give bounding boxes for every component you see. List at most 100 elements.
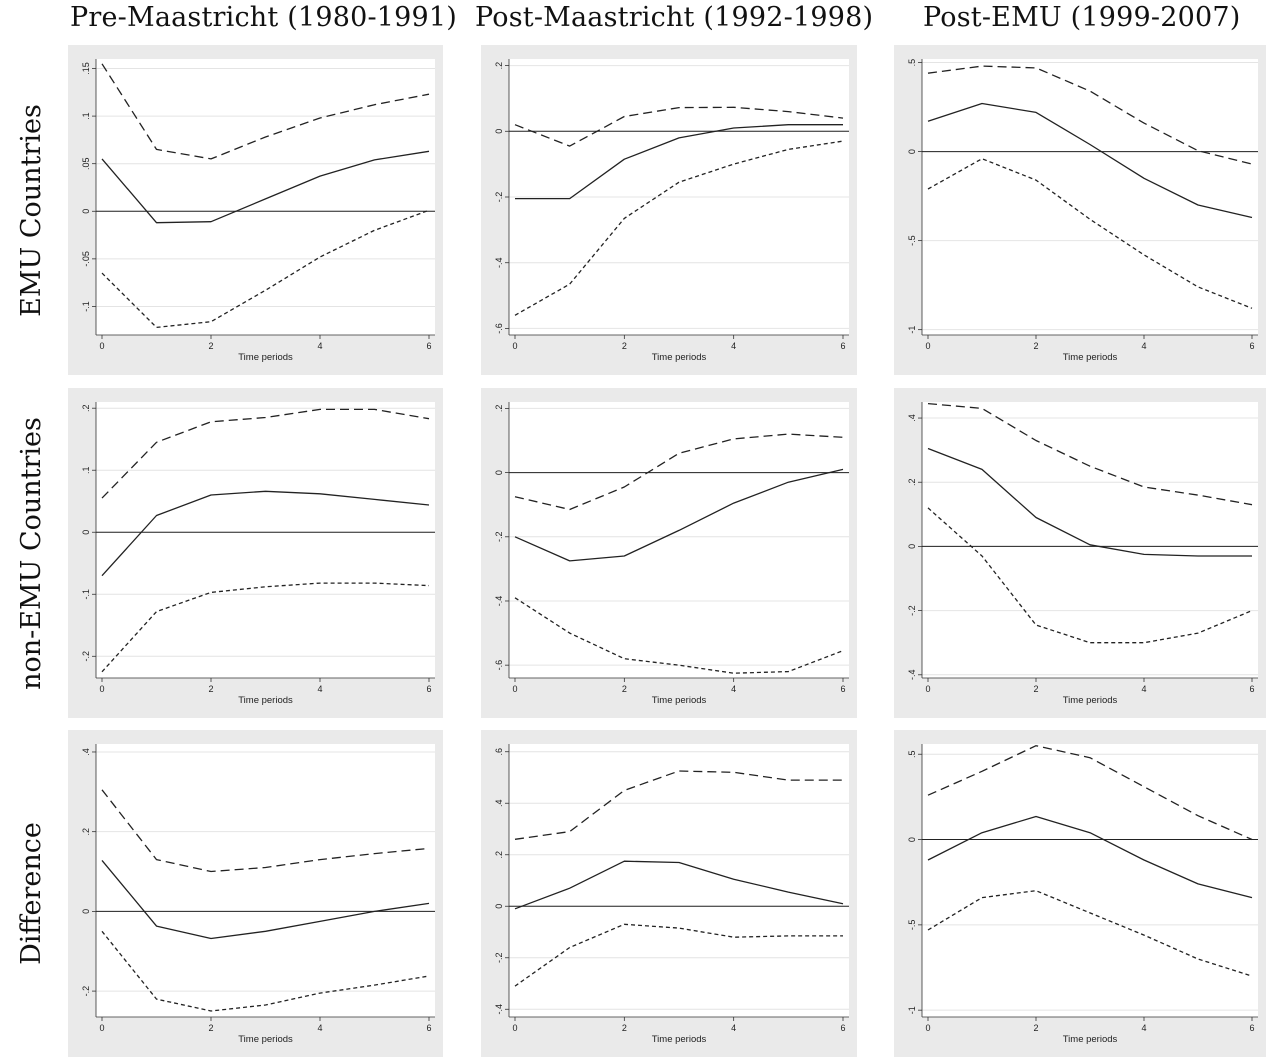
y-tick-label: 0 — [81, 909, 91, 914]
x-tick-label: 2 — [622, 684, 627, 694]
series-line-short-dash — [101, 582, 430, 673]
x-tick-label: 0 — [99, 341, 104, 351]
series-line-long-dash — [514, 106, 844, 147]
y-tick-label: -1 — [907, 1006, 917, 1014]
x-axis-title: Time periods — [238, 1034, 293, 1045]
x-axis-title: Time periods — [238, 352, 293, 363]
y-tick-label: -1 — [907, 326, 917, 334]
x-axis-title: Time periods — [652, 1034, 707, 1045]
chart-svg: -.2 -.1 0 .1 .2 0 2 4 6 Time periods — [81, 402, 435, 706]
chart-svg: -.1 -.05 0 .05 .1 .15 0 2 4 6 Time periods — [81, 59, 435, 363]
x-tick-label: 2 — [1033, 341, 1038, 351]
x-tick-label: 0 — [512, 1023, 517, 1033]
y-tick-label: .4 — [81, 748, 91, 756]
x-tick-label: 4 — [317, 341, 322, 351]
y-tick-label: 0 — [907, 837, 917, 842]
x-tick-label: 2 — [1033, 1023, 1038, 1033]
chart-svg: -.4 -.2 0 .2 .4 .6 0 2 4 6 Time periods — [494, 744, 849, 1045]
y-tick-label: -.1 — [81, 301, 91, 312]
y-tick-label: -.6 — [494, 660, 504, 671]
y-tick-label: 0 — [494, 904, 504, 909]
y-tick-label: .5 — [907, 59, 917, 67]
x-tick-label: 6 — [1249, 1023, 1254, 1033]
chart-panel: -.6 -.4 -.2 0 .2 0 2 4 6 Time periods — [481, 45, 857, 375]
row-label-difference: Difference — [15, 822, 47, 965]
x-tick-label: 2 — [622, 341, 627, 351]
chart-panel: -.4 -.2 0 .2 .4 .6 0 2 4 6 Time periods — [481, 730, 857, 1057]
y-tick-label: -.4 — [494, 1004, 504, 1015]
series-line-solid — [101, 490, 430, 577]
y-tick-label: -.4 — [494, 257, 504, 268]
series-line-solid — [927, 815, 1253, 899]
x-tick-label: 6 — [426, 341, 431, 351]
series-line-long-dash — [101, 63, 430, 160]
series-line-short-dash — [927, 890, 1253, 977]
chart-svg: -.2 0 .2 .4 0 2 4 6 Time periods — [81, 744, 435, 1045]
x-tick-label: 0 — [925, 684, 930, 694]
y-tick-label: -.2 — [494, 532, 504, 543]
y-tick-label: -.2 — [81, 986, 91, 997]
y-tick-label: -.5 — [907, 235, 917, 246]
chart-svg: -1 -.5 0 .5 0 2 4 6 Time periods — [907, 59, 1258, 363]
x-tick-label: 6 — [1249, 341, 1254, 351]
y-tick-label: .2 — [907, 478, 917, 486]
chart-panel: -1 -.5 0 .5 0 2 4 6 Time periods — [894, 730, 1266, 1057]
row-label-emu: EMU Countries — [15, 103, 47, 317]
series-line-solid — [101, 150, 430, 224]
plot-area — [509, 744, 849, 1017]
x-tick-label: 4 — [731, 684, 736, 694]
y-tick-label: -.4 — [907, 670, 917, 681]
y-tick-label: -.6 — [494, 323, 504, 334]
series-line-solid — [514, 860, 844, 910]
series-line-short-dash — [927, 507, 1253, 644]
y-tick-label: -.2 — [494, 953, 504, 964]
x-tick-label: 0 — [512, 684, 517, 694]
x-axis-title: Time periods — [1063, 352, 1118, 363]
x-tick-label: 4 — [731, 341, 736, 351]
x-tick-label: 0 — [925, 341, 930, 351]
series-line-short-dash — [514, 923, 843, 987]
x-tick-label: 4 — [1141, 684, 1146, 694]
chart-panel: -.2 0 .2 .4 0 2 4 6 Time periods — [68, 730, 443, 1057]
y-tick-label: 0 — [494, 129, 504, 134]
y-tick-label: .15 — [81, 62, 91, 75]
x-tick-label: 6 — [426, 684, 431, 694]
y-tick-label: .2 — [494, 405, 504, 413]
y-tick-label: -.2 — [494, 192, 504, 203]
series-line-long-dash — [927, 402, 1253, 506]
series-line-solid — [514, 468, 844, 562]
y-tick-label: .2 — [81, 828, 91, 836]
series-line-solid — [927, 102, 1253, 219]
chart-panel: -1 -.5 0 .5 0 2 4 6 Time periods — [894, 45, 1266, 375]
plot-area — [509, 402, 849, 678]
y-tick-label: 0 — [494, 470, 504, 475]
series-line-short-dash — [514, 597, 844, 674]
x-tick-label: 6 — [426, 1023, 431, 1033]
y-tick-label: .4 — [494, 799, 504, 807]
x-tick-label: 2 — [208, 684, 213, 694]
x-tick-label: 4 — [317, 1023, 322, 1033]
series-line-long-dash — [514, 433, 844, 511]
x-tick-label: 2 — [622, 1023, 627, 1033]
chart-svg: -.6 -.4 -.2 0 .2 0 2 4 6 Time periods — [494, 402, 849, 706]
series-line-solid — [101, 859, 430, 940]
chart-panel: -.1 -.05 0 .05 .1 .15 0 2 4 6 Time periods — [68, 45, 443, 375]
chart-panel: -.4 -.2 0 .2 .4 0 2 4 6 Time periods — [894, 388, 1266, 718]
plot-area — [96, 402, 435, 678]
plot-area — [922, 402, 1258, 678]
y-tick-label: .2 — [81, 404, 91, 412]
x-tick-label: 0 — [512, 341, 517, 351]
y-tick-label: .6 — [494, 748, 504, 756]
plot-area — [96, 59, 435, 335]
y-tick-label: -.05 — [81, 251, 91, 267]
chart-svg: -.4 -.2 0 .2 .4 0 2 4 6 Time periods — [907, 402, 1258, 706]
y-tick-label: 0 — [81, 209, 91, 214]
x-tick-label: 6 — [840, 341, 845, 351]
x-axis-title: Time periods — [1063, 1034, 1118, 1045]
row-label-emu-wrap: EMU Countries — [0, 45, 62, 375]
x-axis-title: Time periods — [238, 695, 293, 706]
x-tick-label: 2 — [208, 1023, 213, 1033]
x-tick-label: 6 — [1249, 684, 1254, 694]
chart-panel: -.6 -.4 -.2 0 .2 0 2 4 6 Time periods — [481, 388, 857, 718]
y-tick-label: -.2 — [81, 651, 91, 662]
